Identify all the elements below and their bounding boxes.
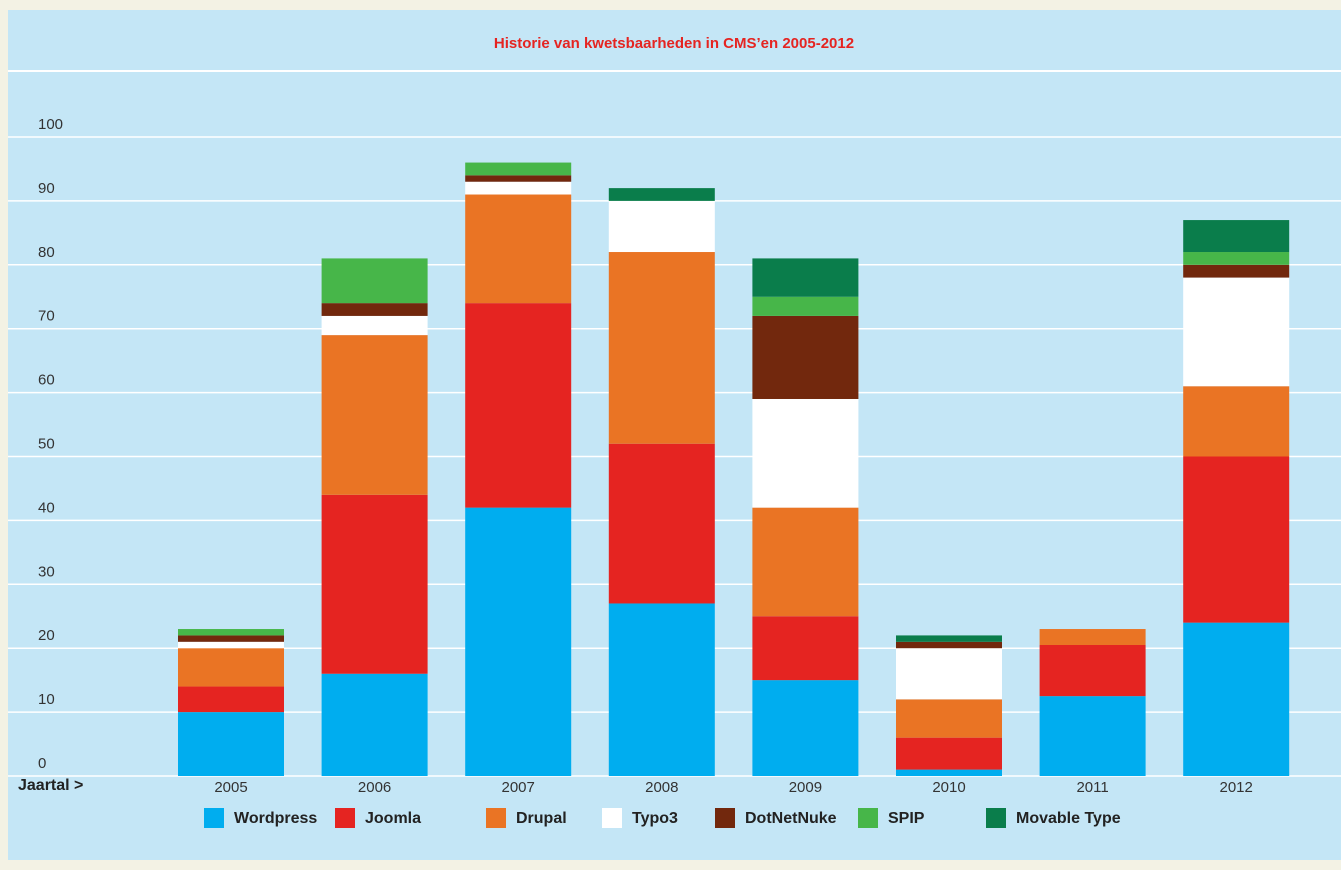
y-tick-label: 60 (38, 372, 55, 389)
legend-swatch (204, 808, 224, 828)
legend-swatch (335, 808, 355, 828)
x-tick-label: 2009 (789, 779, 822, 796)
bar-segment (1183, 220, 1290, 253)
bar-segment (321, 494, 428, 674)
bar-segment (178, 635, 284, 642)
x-label: Jaartal > (18, 777, 83, 794)
legend-label: Movable Type (1016, 810, 1121, 827)
bar-segment (896, 737, 1002, 770)
bar-segment (465, 507, 572, 776)
legend-label: DotNetNuke (745, 810, 837, 827)
x-tick-label: 2005 (214, 779, 247, 796)
bar-segment (608, 200, 715, 253)
x-tick-label: 2011 (1076, 779, 1108, 796)
bar-segment (752, 398, 859, 508)
legend-swatch (602, 808, 622, 828)
bar-segment (752, 258, 859, 297)
bar-segment (896, 641, 1002, 649)
y-tick-label: 100 (38, 116, 63, 133)
legend-swatch (486, 808, 506, 828)
bar-segment (752, 296, 859, 316)
bar-segment (178, 686, 284, 713)
legend-label: Drupal (516, 810, 567, 827)
bar-segment (178, 641, 284, 649)
bar-segment (321, 335, 428, 495)
bar-segment (896, 648, 1002, 700)
bar-segment (321, 315, 428, 336)
bar-segment (1183, 456, 1290, 623)
bar-segment (465, 175, 572, 182)
y-tick-label: 30 (38, 563, 55, 580)
bar-segment (465, 162, 572, 176)
bar-segment (752, 315, 859, 399)
y-tick-label: 50 (38, 435, 55, 452)
bar-segment (178, 648, 284, 687)
bar-segment (321, 258, 428, 304)
legend-label: SPIP (888, 810, 925, 827)
bar-segment (608, 603, 715, 776)
bar-segment (1183, 277, 1290, 387)
bar-segment (1183, 264, 1290, 278)
y-tick-label: 90 (38, 180, 55, 197)
bar-segment (752, 616, 859, 681)
bar-segment (752, 680, 859, 776)
y-tick-label: 70 (38, 308, 55, 325)
bar-segment (1183, 252, 1290, 265)
legend-swatch (858, 808, 878, 828)
legend-label: Joomla (365, 810, 421, 827)
x-tick-label: 2008 (645, 779, 678, 796)
y-tick-label: 40 (38, 499, 55, 516)
bar-segment (752, 507, 859, 617)
bar-segment (465, 181, 572, 195)
x-tick-label: 2007 (502, 779, 535, 796)
y-tick-label: 0 (38, 755, 46, 772)
bar-segment (896, 769, 1002, 776)
chart-title: Historie van kwetsbaarheden in CMS’en 20… (494, 35, 854, 52)
bar-segment (1039, 629, 1146, 646)
y-tick-label: 80 (38, 244, 55, 261)
legend-swatch (986, 808, 1006, 828)
y-tick-label: 10 (38, 691, 55, 708)
legend-label: Typo3 (632, 810, 678, 827)
legend-swatch (715, 808, 735, 828)
bar-segment (321, 303, 428, 316)
x-tick-label: 2010 (932, 779, 965, 796)
bar-segment (608, 443, 715, 604)
legend-label: Wordpress (234, 810, 317, 827)
bar-segment (896, 699, 1002, 738)
bar-segment (1039, 645, 1146, 697)
bar-segment (178, 629, 284, 636)
bar-segment (465, 303, 572, 508)
bar-segment (178, 712, 284, 776)
y-tick-label: 20 (38, 627, 55, 644)
x-tick-label: 2006 (358, 779, 391, 796)
bar-segment (896, 635, 1002, 642)
bar-segment (321, 673, 428, 776)
bar-segment (1183, 622, 1290, 776)
bar-segment (608, 188, 715, 201)
bar-segment (1183, 386, 1290, 457)
bar-segment (608, 252, 715, 444)
bar-segment (465, 194, 572, 304)
x-tick-label: 2012 (1220, 779, 1253, 796)
bar-segment (1039, 696, 1146, 776)
